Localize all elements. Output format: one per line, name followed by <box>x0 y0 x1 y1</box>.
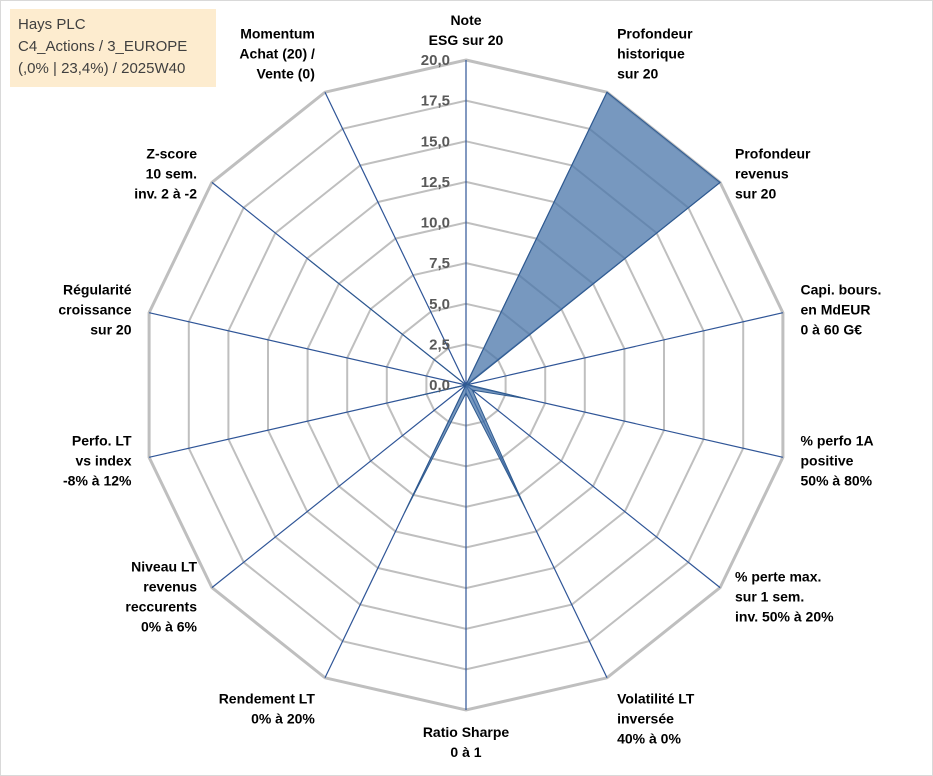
axis-label-line: 0 à 1 <box>450 744 481 760</box>
axis-label-line: sur 20 <box>90 322 131 338</box>
tick-label: 10,0 <box>421 215 450 232</box>
axis-spoke <box>465 384 721 589</box>
tick-label: 17,5 <box>421 93 450 110</box>
axis-label-line: revenus <box>735 166 789 182</box>
tick-label: 12,5 <box>421 174 450 191</box>
axis-spoke <box>211 384 467 589</box>
tick-label: 7,5 <box>429 255 450 272</box>
axis-label-line: inv. 50% à 20% <box>735 608 834 624</box>
axis-label-line: historique <box>617 46 685 62</box>
info-box: Hays PLC C4_Actions / 3_EUROPE (,0% | 23… <box>10 9 216 87</box>
axis-label-line: en MdEUR <box>801 302 871 318</box>
axis-label: Volatilité LT inversée 40% à 0% <box>617 690 695 746</box>
axis-label-line: 0 à 60 G€ <box>801 322 863 338</box>
tick-label: 20,0 <box>421 52 450 69</box>
axis-label: Z-score 10 sem. inv. 2 à -2 <box>134 146 197 202</box>
axis-label: Profondeur revenus sur 20 <box>735 146 811 202</box>
axis-label-line: inversée <box>617 710 674 726</box>
tick-label: 5,0 <box>429 296 450 313</box>
axis-label-line: % perfo 1A <box>801 432 874 448</box>
axis-label-line: 50% à 80% <box>801 472 873 488</box>
series-area <box>309 91 721 513</box>
axis-label-line: Note <box>450 12 481 28</box>
axis-label: Momentum Achat (20) / Vente (0) <box>239 26 315 82</box>
axis-label-line: Profondeur <box>617 26 693 42</box>
axis-label-line: 10 sem. <box>146 166 197 182</box>
radar-category-labels: Note ESG sur 20 Profondeur historique sur 20… <box>58 12 881 760</box>
radar-tick-labels: 0,0 2,5 5,0 7,5 10,0 12,5 15,0 17,5 20,0 <box>421 52 450 394</box>
axis-label-line: sur 1 sem. <box>735 588 804 604</box>
axis-label-line: inv. 2 à -2 <box>134 186 197 202</box>
axis-label-line: Ratio Sharpe <box>423 724 510 740</box>
axis-label-line: Capi. bours. <box>801 282 882 298</box>
axis-label-line: Niveau LT <box>131 558 197 574</box>
axis-label: Capi. bours. en MdEUR 0 à 60 G€ <box>801 282 882 338</box>
axis-label-line: sur 20 <box>617 66 658 82</box>
radar-series <box>309 91 721 513</box>
axis-label-line: Régularité <box>63 282 132 298</box>
portfolio-path: C4_Actions / 3_EUROPE <box>18 38 188 55</box>
axis-label-line: Achat (20) / <box>239 46 315 62</box>
tick-label: 0,0 <box>429 377 450 394</box>
axis-label-line: 0% à 6% <box>141 618 198 634</box>
axis-label-line: croissance <box>58 302 131 318</box>
axis-label-line: revenus <box>143 578 197 594</box>
axis-label-line: Perfo. LT <box>72 432 132 448</box>
axis-label: % perfo 1A positive 50% à 80% <box>801 432 874 488</box>
axis-label-line: sur 20 <box>735 186 776 202</box>
company-name: Hays PLC <box>18 16 86 33</box>
axis-spoke <box>148 312 467 386</box>
axis-label: Rendement LT 0% à 20% <box>219 690 316 726</box>
axis-label: Niveau LT revenus reccurents 0% à 6% <box>125 558 197 634</box>
axis-label-line: reccurents <box>125 598 197 614</box>
axis-label: Profondeur historique sur 20 <box>617 26 693 82</box>
axis-label: Perfo. LT vs index -8% à 12% <box>63 432 132 488</box>
axis-label: Ratio Sharpe 0 à 1 <box>423 724 510 760</box>
axis-spoke <box>324 91 467 386</box>
axis-label: Note ESG sur 20 <box>429 12 504 48</box>
tick-label: 15,0 <box>421 133 450 150</box>
axis-label-line: ESG sur 20 <box>429 32 504 48</box>
axis-label-line: Vente (0) <box>257 66 315 82</box>
axis-label-line: % perte max. <box>735 568 821 584</box>
period-info: (,0% | 23,4%) / 2025W40 <box>18 60 186 77</box>
axis-label-line: Rendement LT <box>219 690 316 706</box>
axis-label-line: vs index <box>75 452 131 468</box>
axis-label-line: Profondeur <box>735 146 811 162</box>
axis-label-line: 0% à 20% <box>251 710 315 726</box>
axis-label: % perte max. sur 1 sem. inv. 50% à 20% <box>735 568 834 624</box>
tick-label: 2,5 <box>429 336 450 353</box>
axis-label-line: Momentum <box>240 26 315 42</box>
axis-label: Régularité croissance sur 20 <box>58 282 131 338</box>
axis-label-line: Volatilité LT <box>617 690 695 706</box>
axis-label-line: 40% à 0% <box>617 730 681 746</box>
axis-label-line: positive <box>801 452 854 468</box>
axis-label-line: Z-score <box>146 146 197 162</box>
axis-spoke <box>465 312 784 386</box>
axis-label-line: -8% à 12% <box>63 472 132 488</box>
